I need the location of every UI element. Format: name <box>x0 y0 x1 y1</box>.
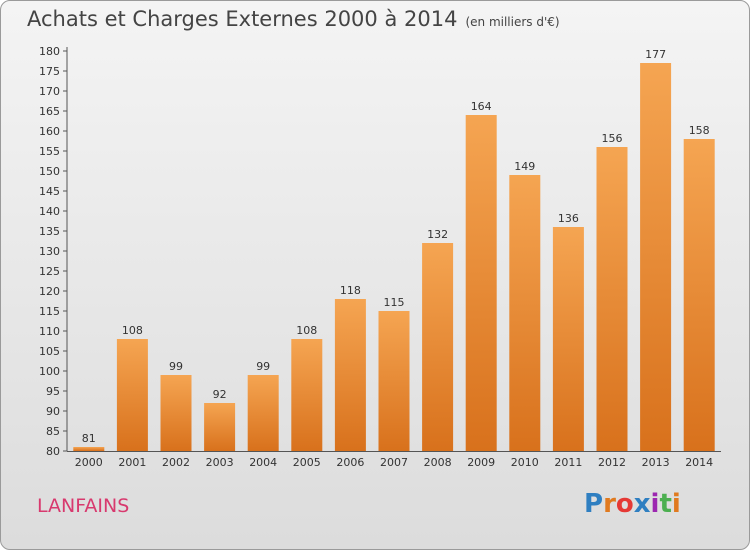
bar-value-label: 81 <box>82 432 96 445</box>
y-tick-label: 140 <box>39 205 60 218</box>
y-tick-label: 125 <box>39 265 60 278</box>
bar <box>552 227 584 451</box>
y-tick-label: 110 <box>39 325 60 338</box>
y-tick-label: 90 <box>46 405 60 418</box>
chart-title-text: Achats et Charges Externes 2000 à 2014 <box>27 7 458 31</box>
x-tick-label: 2013 <box>642 456 670 469</box>
logo-letter: o <box>615 489 634 519</box>
bar <box>640 63 672 451</box>
y-tick-label: 95 <box>46 385 60 398</box>
x-tick-label: 2004 <box>249 456 277 469</box>
bar-value-label: 164 <box>471 100 492 113</box>
bar <box>73 447 105 451</box>
bar-value-label: 115 <box>384 296 405 309</box>
commune-name: LANFAINS <box>37 495 130 517</box>
x-tick-label: 2012 <box>598 456 626 469</box>
logo-letter: P <box>584 489 604 519</box>
logo-letter: t <box>659 489 672 519</box>
x-tick-label: 2005 <box>293 456 321 469</box>
bar-value-label: 92 <box>213 388 227 401</box>
y-tick-label: 180 <box>39 45 60 58</box>
y-tick-label: 120 <box>39 285 60 298</box>
y-tick-label: 100 <box>39 365 60 378</box>
bar-value-label: 149 <box>514 160 535 173</box>
bar-value-label: 156 <box>602 132 623 145</box>
bar <box>465 115 497 451</box>
y-tick-label: 160 <box>39 125 60 138</box>
y-tick-label: 105 <box>39 345 60 358</box>
bar-value-label: 108 <box>122 324 143 337</box>
bar <box>683 139 715 451</box>
logo-letter: x <box>633 489 651 519</box>
x-tick-label: 2007 <box>380 456 408 469</box>
bar-value-label: 99 <box>169 360 183 373</box>
logo-letter: i <box>650 489 660 519</box>
bar <box>116 339 148 451</box>
x-tick-label: 2006 <box>336 456 364 469</box>
bar-value-label: 177 <box>645 48 666 61</box>
x-tick-label: 2003 <box>206 456 234 469</box>
y-tick-label: 150 <box>39 165 60 178</box>
bar-value-label: 99 <box>256 360 270 373</box>
bar <box>378 311 410 451</box>
y-tick-label: 155 <box>39 145 60 158</box>
bar <box>247 375 279 451</box>
bar-value-label: 132 <box>427 228 448 241</box>
y-tick-label: 170 <box>39 85 60 98</box>
unit-note: (en milliers d'€) <box>465 15 560 29</box>
bar <box>291 339 323 451</box>
x-tick-label: 2010 <box>511 456 539 469</box>
bar <box>422 243 454 451</box>
y-tick-label: 145 <box>39 185 60 198</box>
y-tick-label: 135 <box>39 225 60 238</box>
bar <box>160 375 192 451</box>
y-tick-label: 115 <box>39 305 60 318</box>
bar <box>334 299 366 451</box>
x-tick-label: 2011 <box>554 456 582 469</box>
logo-letter: r <box>603 489 616 519</box>
x-tick-label: 2001 <box>118 456 146 469</box>
x-tick-label: 2002 <box>162 456 190 469</box>
x-tick-label: 2008 <box>424 456 452 469</box>
logo-letter: i <box>671 489 681 519</box>
y-tick-label: 85 <box>46 425 60 438</box>
y-tick-label: 130 <box>39 245 60 258</box>
y-tick-label: 175 <box>39 65 60 78</box>
bar-value-label: 108 <box>296 324 317 337</box>
y-tick-label: 80 <box>46 445 60 458</box>
x-tick-label: 2009 <box>467 456 495 469</box>
y-tick-label: 165 <box>39 105 60 118</box>
bar-value-label: 118 <box>340 284 361 297</box>
chart-title: Achats et Charges Externes 2000 à 2014 (e… <box>27 7 560 31</box>
bar <box>204 403 236 451</box>
bar-value-label: 158 <box>689 124 710 137</box>
proxiti-logo: Proxiti <box>584 489 681 519</box>
bar-value-label: 136 <box>558 212 579 225</box>
x-tick-label: 2014 <box>685 456 713 469</box>
bar <box>509 175 541 451</box>
bar <box>596 147 628 451</box>
x-tick-label: 2000 <box>75 456 103 469</box>
